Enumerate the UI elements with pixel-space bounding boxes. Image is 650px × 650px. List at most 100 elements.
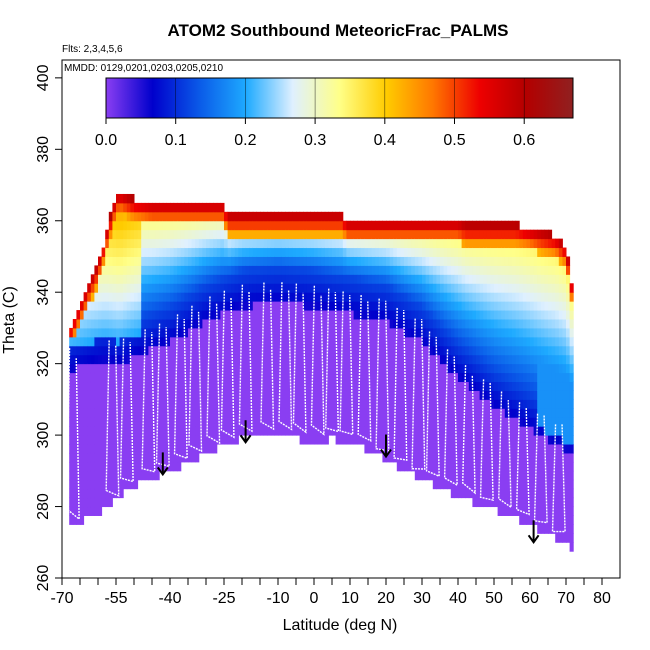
heatmap-cell: [188, 444, 193, 454]
heatmap-cell: [515, 363, 520, 374]
heatmap-cell: [90, 372, 95, 383]
heatmap-cell: [411, 336, 416, 347]
heatmap-cell: [299, 381, 304, 391]
heatmap-cell: [112, 488, 117, 499]
heatmap-cell: [116, 256, 121, 266]
heatmap-cell: [515, 274, 520, 284]
heatmap-cell: [490, 247, 495, 257]
heatmap-cell: [468, 363, 473, 374]
heatmap-cell: [569, 283, 574, 293]
heatmap-cell: [443, 319, 448, 329]
heatmap-cell: [569, 399, 574, 409]
heatmap-cell: [141, 435, 146, 445]
heatmap-cell: [504, 292, 509, 302]
heatmap-cell: [458, 256, 463, 266]
heatmap-cell: [425, 470, 430, 481]
heatmap-cell: [566, 336, 571, 347]
heatmap-cell: [328, 336, 333, 347]
heatmap-cell: [494, 399, 499, 409]
heatmap-cell: [72, 515, 77, 525]
heatmap-cell: [209, 390, 214, 400]
heatmap-cell: [209, 408, 214, 418]
heatmap-cell: [220, 283, 225, 293]
heatmap-cell: [252, 390, 257, 400]
heatmap-cell: [479, 283, 484, 293]
heatmap-cell: [490, 220, 495, 231]
heatmap-cell: [364, 256, 369, 266]
heatmap-cell: [540, 229, 545, 240]
heatmap-cell: [404, 390, 409, 400]
heatmap-cell: [555, 274, 560, 284]
heatmap-cell: [540, 479, 545, 490]
heatmap-cell: [382, 265, 387, 275]
heatmap-cell: [159, 426, 164, 436]
heatmap-cell: [180, 452, 185, 463]
heatmap-cell: [393, 229, 398, 240]
heatmap-cell: [540, 336, 545, 347]
heatmap-cell: [242, 220, 247, 231]
heatmap-cell: [206, 345, 211, 356]
heatmap-cell: [339, 220, 344, 231]
profile-arrow-head: [380, 448, 392, 459]
heatmap-cell: [404, 345, 409, 356]
heatmap-cell: [526, 390, 531, 400]
heatmap-cell: [508, 408, 513, 418]
heatmap-cell: [494, 452, 499, 463]
heatmap-cell: [274, 426, 279, 436]
heatmap-cell: [141, 327, 146, 338]
colorbar-tick-label: 0.4: [374, 132, 396, 149]
heatmap-cell: [555, 265, 560, 275]
heatmap-cell: [267, 345, 272, 356]
heatmap-cell: [231, 301, 236, 311]
heatmap-cell: [443, 470, 448, 481]
heatmap-cell: [530, 408, 535, 418]
heatmap-cell: [544, 301, 549, 311]
heatmap-cell: [108, 488, 113, 499]
heatmap-cell: [436, 354, 441, 365]
heatmap-cell: [206, 265, 211, 275]
heatmap-cell: [371, 220, 376, 231]
heatmap-cell: [101, 310, 106, 320]
heatmap-cell: [137, 435, 142, 445]
heatmap-cell: [468, 310, 473, 320]
heatmap-cell: [555, 444, 560, 454]
heatmap-cell: [119, 417, 124, 427]
heatmap-cell: [116, 220, 121, 231]
heatmap-cell: [285, 345, 290, 356]
heatmap-cell: [119, 354, 124, 365]
heatmap-cell: [299, 336, 304, 347]
heatmap-cell: [72, 488, 77, 499]
heatmap-cell: [144, 327, 149, 338]
heatmap-cell: [342, 283, 347, 293]
heatmap-cell: [116, 381, 121, 391]
heatmap-cell: [184, 202, 189, 213]
heatmap-cell: [504, 256, 509, 266]
heatmap-cell: [245, 283, 250, 293]
heatmap-cell: [245, 220, 250, 231]
heatmap-cell: [454, 283, 459, 293]
heatmap-cell: [504, 479, 509, 490]
heatmap-cell: [296, 229, 301, 240]
heatmap-cell: [98, 444, 103, 454]
heatmap-cell: [195, 274, 200, 284]
heatmap-cell: [306, 336, 311, 347]
heatmap-cell: [206, 408, 211, 418]
heatmap-cell: [472, 265, 477, 275]
heatmap-cell: [83, 444, 88, 454]
heatmap-cell: [180, 247, 185, 257]
heatmap-cell: [141, 211, 146, 222]
heatmap-cell: [126, 292, 131, 302]
heatmap-cell: [137, 470, 142, 481]
heatmap-cell: [267, 274, 272, 284]
heatmap-cell: [162, 435, 167, 445]
heatmap-cell: [378, 247, 383, 257]
heatmap-cell: [159, 452, 164, 463]
heatmap-cell: [350, 238, 355, 249]
heatmap-cell: [177, 372, 182, 383]
y-tick-label: 300: [35, 422, 52, 449]
heatmap-cell: [436, 256, 441, 266]
heatmap-cell: [76, 390, 81, 400]
colorbar-tick-label: 0.5: [443, 132, 465, 149]
heatmap-cell: [504, 390, 509, 400]
heatmap-cell: [152, 381, 157, 391]
